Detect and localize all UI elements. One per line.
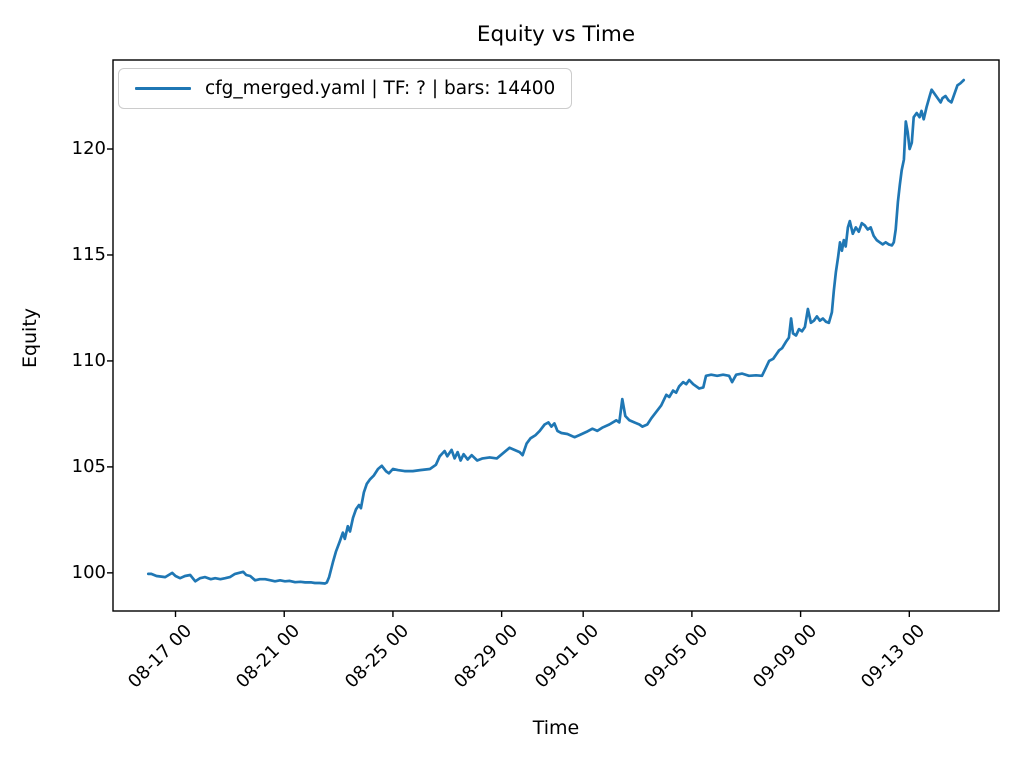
legend-label: cfg_merged.yaml | TF: ? | bars: 14400 bbox=[205, 78, 556, 99]
y-axis-label: Equity bbox=[19, 307, 41, 369]
legend-line-sample bbox=[135, 87, 191, 90]
legend: cfg_merged.yaml | TF: ? | bars: 14400 bbox=[118, 68, 573, 109]
x-axis-label: Time bbox=[532, 717, 580, 739]
y-tick-label: 115 bbox=[71, 243, 106, 265]
axes-frame bbox=[112, 59, 1000, 612]
chart-title: Equity vs Time bbox=[476, 22, 636, 47]
y-tick-label: 110 bbox=[71, 349, 106, 371]
equity-line bbox=[146, 78, 966, 585]
y-tick-label: 100 bbox=[71, 561, 106, 583]
y-tick-label: 105 bbox=[71, 455, 106, 477]
y-tick-label: 120 bbox=[71, 138, 106, 159]
